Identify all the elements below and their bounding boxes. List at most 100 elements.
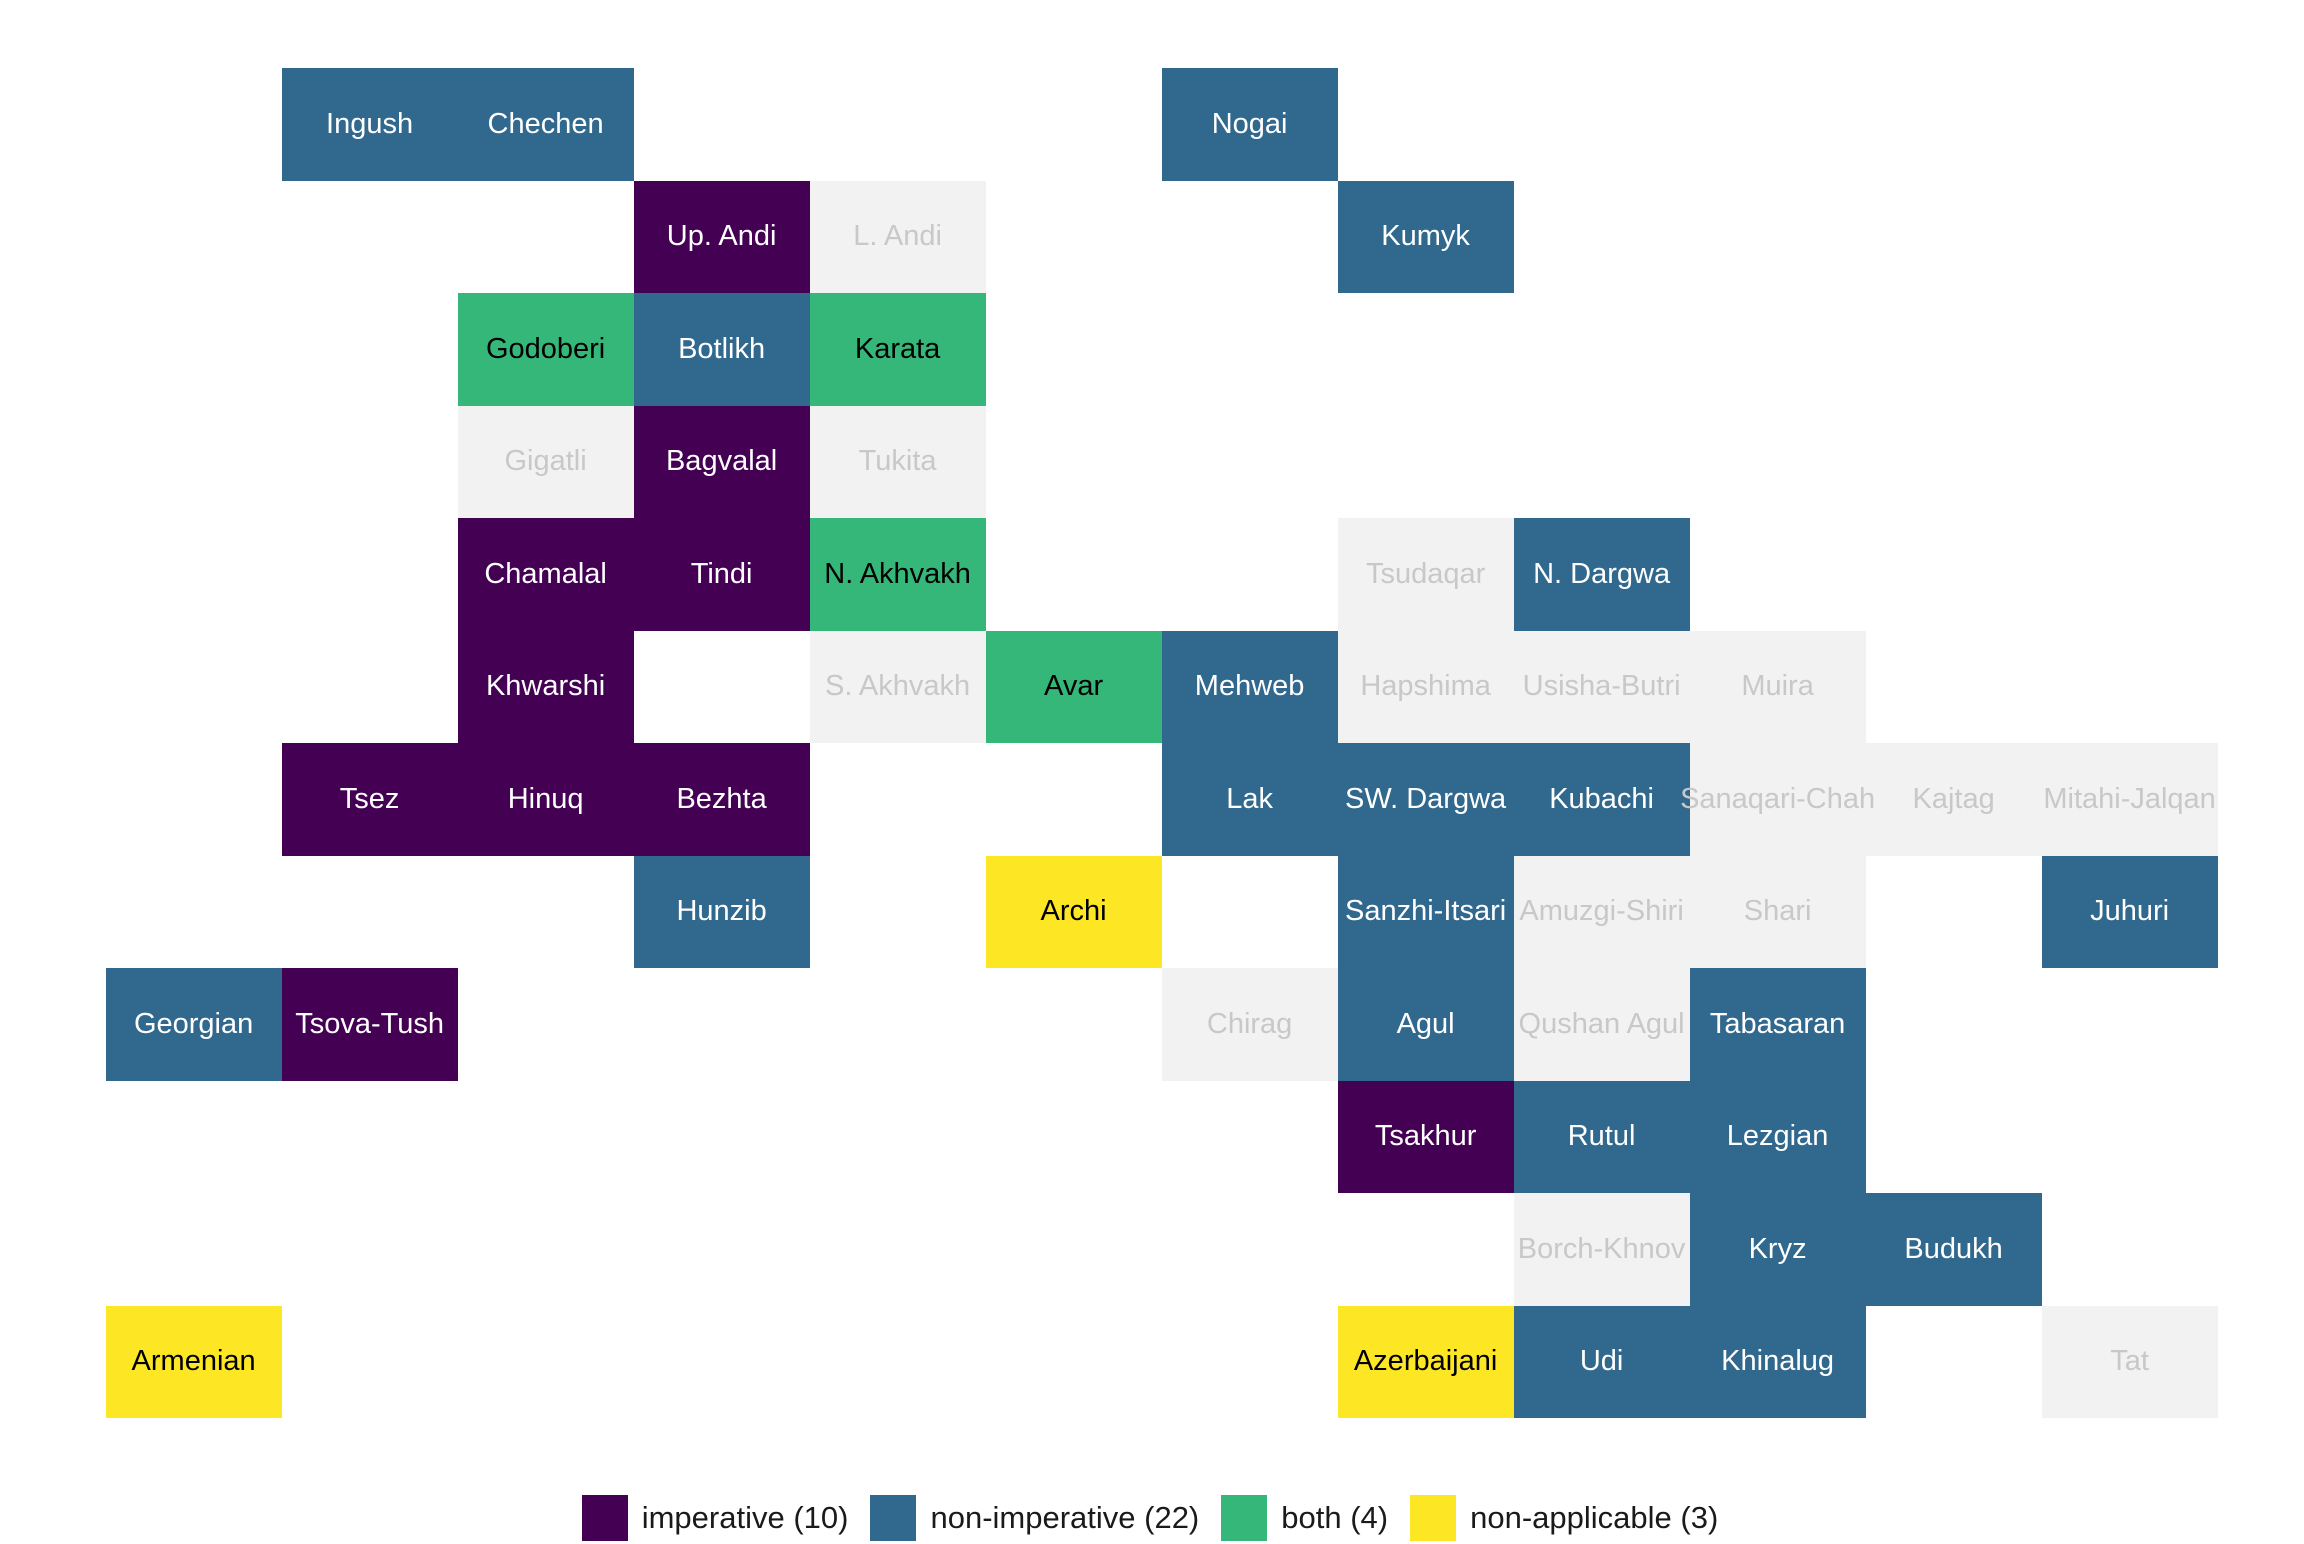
- legend-label: both (4): [1281, 1500, 1389, 1535]
- tile-label: Khwarshi: [485, 670, 606, 703]
- legend-item-imperative: imperative (10): [581, 1495, 849, 1541]
- tile-label: Kubachi: [1549, 782, 1654, 815]
- legend-label: non-imperative (22): [930, 1500, 1200, 1535]
- legend-swatch: [1410, 1495, 1457, 1541]
- tile-bagvalal: Bagvalal: [633, 405, 810, 518]
- tile-qushan-agul: Qushan Agul: [1513, 968, 1690, 1081]
- legend-label: non-applicable (3): [1470, 1500, 1719, 1535]
- tile-label: Tsudaqar: [1365, 557, 1486, 590]
- tile-label: Tsova-Tush: [295, 1007, 444, 1040]
- tile-godoberi: Godoberi: [457, 293, 634, 406]
- tile-sw-dargwa: SW. Dargwa: [1337, 743, 1514, 856]
- tile-label: Gigatli: [504, 445, 587, 478]
- tile-hunzib: Hunzib: [633, 855, 810, 968]
- tile-chechen: Chechen: [457, 68, 634, 181]
- tile-chirag: Chirag: [1161, 968, 1338, 1081]
- tile-label: Usisha-Butri: [1522, 670, 1681, 703]
- tile-label: Hunzib: [676, 895, 767, 928]
- tile-label: Muira: [1741, 670, 1814, 703]
- tile-label: Lezgian: [1726, 1120, 1829, 1153]
- tile-n-dargwa: N. Dargwa: [1513, 518, 1690, 631]
- tile-label: SW. Dargwa: [1345, 782, 1507, 815]
- tile-borch-khnov: Borch-Khnov: [1513, 1193, 1690, 1306]
- tile-s-akhvakh: S. Akhvakh: [809, 630, 986, 743]
- tile-label: Qushan Agul: [1518, 1007, 1685, 1040]
- tile-khwarshi: Khwarshi: [457, 630, 634, 743]
- tile-budukh: Budukh: [1865, 1193, 2042, 1306]
- legend-label: imperative (10): [641, 1500, 849, 1535]
- tile-georgian: Georgian: [105, 968, 282, 1081]
- tile-tsova-tush: Tsova-Tush: [281, 968, 458, 1081]
- tile-kubachi: Kubachi: [1513, 743, 1690, 856]
- tile-tindi: Tindi: [633, 518, 810, 631]
- tile-n-akhvakh: N. Akhvakh: [809, 518, 986, 631]
- tile-gigatli: Gigatli: [457, 405, 634, 518]
- tile-label: N. Akhvakh: [824, 557, 971, 590]
- tile-label: Mitahi-Jalqan: [2043, 782, 2216, 815]
- tile-khinalug: Khinalug: [1689, 1305, 1866, 1418]
- tile-label: Botlikh: [678, 332, 766, 365]
- tile-label: Tsez: [339, 782, 400, 815]
- tile-label: Armenian: [131, 1345, 256, 1378]
- tile-udi: Udi: [1513, 1305, 1690, 1418]
- tile-label: Shari: [1743, 895, 1812, 928]
- tile-label: Borch-Khnov: [1517, 1232, 1686, 1265]
- tile-tsez: Tsez: [281, 743, 458, 856]
- tile-hinuq: Hinuq: [457, 743, 634, 856]
- tile-tabasaran: Tabasaran: [1689, 968, 1866, 1081]
- tile-label: Hapshima: [1360, 670, 1491, 703]
- tile-label: Hinuq: [507, 782, 584, 815]
- tile-tat: Tat: [2041, 1305, 2218, 1418]
- tile-nogai: Nogai: [1161, 68, 1338, 181]
- tile-label: Chechen: [487, 107, 604, 140]
- tile-label: Tindi: [690, 557, 753, 590]
- tile-lak: Lak: [1161, 743, 1338, 856]
- tile-label: Chamalal: [484, 557, 607, 590]
- tile-karata: Karata: [809, 293, 986, 406]
- tile-kryz: Kryz: [1689, 1193, 1866, 1306]
- tile-chamalal: Chamalal: [457, 518, 634, 631]
- tile-muira: Muira: [1689, 630, 1866, 743]
- tile-sanzhi-itsari: Sanzhi-Itsari: [1337, 855, 1514, 968]
- tile-armenian: Armenian: [105, 1305, 282, 1418]
- tile-label: Avar: [1044, 670, 1104, 703]
- tile-hapshima: Hapshima: [1337, 630, 1514, 743]
- tile-label: Ingush: [326, 107, 414, 140]
- tile-mehweb: Mehweb: [1161, 630, 1338, 743]
- legend-item-non-imperative: non-imperative (22): [870, 1495, 1199, 1541]
- tile-label: Chirag: [1206, 1007, 1293, 1040]
- tile-label: Tabasaran: [1709, 1007, 1846, 1040]
- tile-mitahi-jalqan: Mitahi-Jalqan: [2041, 743, 2218, 856]
- tile-label: Tukita: [858, 445, 937, 478]
- tile-label: Lak: [1226, 782, 1273, 815]
- tile-label: Juhuri: [2090, 895, 2170, 928]
- tile-kajtag: Kajtag: [1865, 743, 2042, 856]
- legend-swatch: [581, 1495, 628, 1541]
- tile-label: Karata: [854, 332, 941, 365]
- tile-tsakhur: Tsakhur: [1337, 1080, 1514, 1193]
- tile-label: Udi: [1579, 1345, 1624, 1378]
- tile-kumyk: Kumyk: [1337, 180, 1514, 293]
- tile-azerbaijani: Azerbaijani: [1337, 1305, 1514, 1418]
- tile-rutul: Rutul: [1513, 1080, 1690, 1193]
- tile-label: Sanaqari-Chah: [1680, 782, 1876, 815]
- legend: imperative (10) non-imperative (22) both (…: [0, 1492, 2304, 1544]
- tile-ingush: Ingush: [281, 68, 458, 181]
- tile-label: Up. Andi: [666, 220, 777, 253]
- legend-swatch: [1221, 1495, 1268, 1541]
- tile-label: Sanzhi-Itsari: [1345, 895, 1507, 928]
- legend-swatch: [870, 1495, 917, 1541]
- tile-tukita: Tukita: [809, 405, 986, 518]
- tile-label: Kumyk: [1381, 220, 1470, 253]
- tile-label: Tsakhur: [1374, 1120, 1477, 1153]
- tile-botlikh: Botlikh: [633, 293, 810, 406]
- tile-label: Georgian: [133, 1007, 254, 1040]
- tile-label: Tat: [2110, 1345, 2149, 1378]
- tile-label: Rutul: [1567, 1120, 1636, 1153]
- tile-avar: Avar: [985, 630, 1162, 743]
- tile-label: N. Dargwa: [1533, 557, 1671, 590]
- tile-label: Azerbaijani: [1353, 1345, 1498, 1378]
- tile-shari: Shari: [1689, 855, 1866, 968]
- tile-tsudaqar: Tsudaqar: [1337, 518, 1514, 631]
- tile-label: Archi: [1040, 895, 1107, 928]
